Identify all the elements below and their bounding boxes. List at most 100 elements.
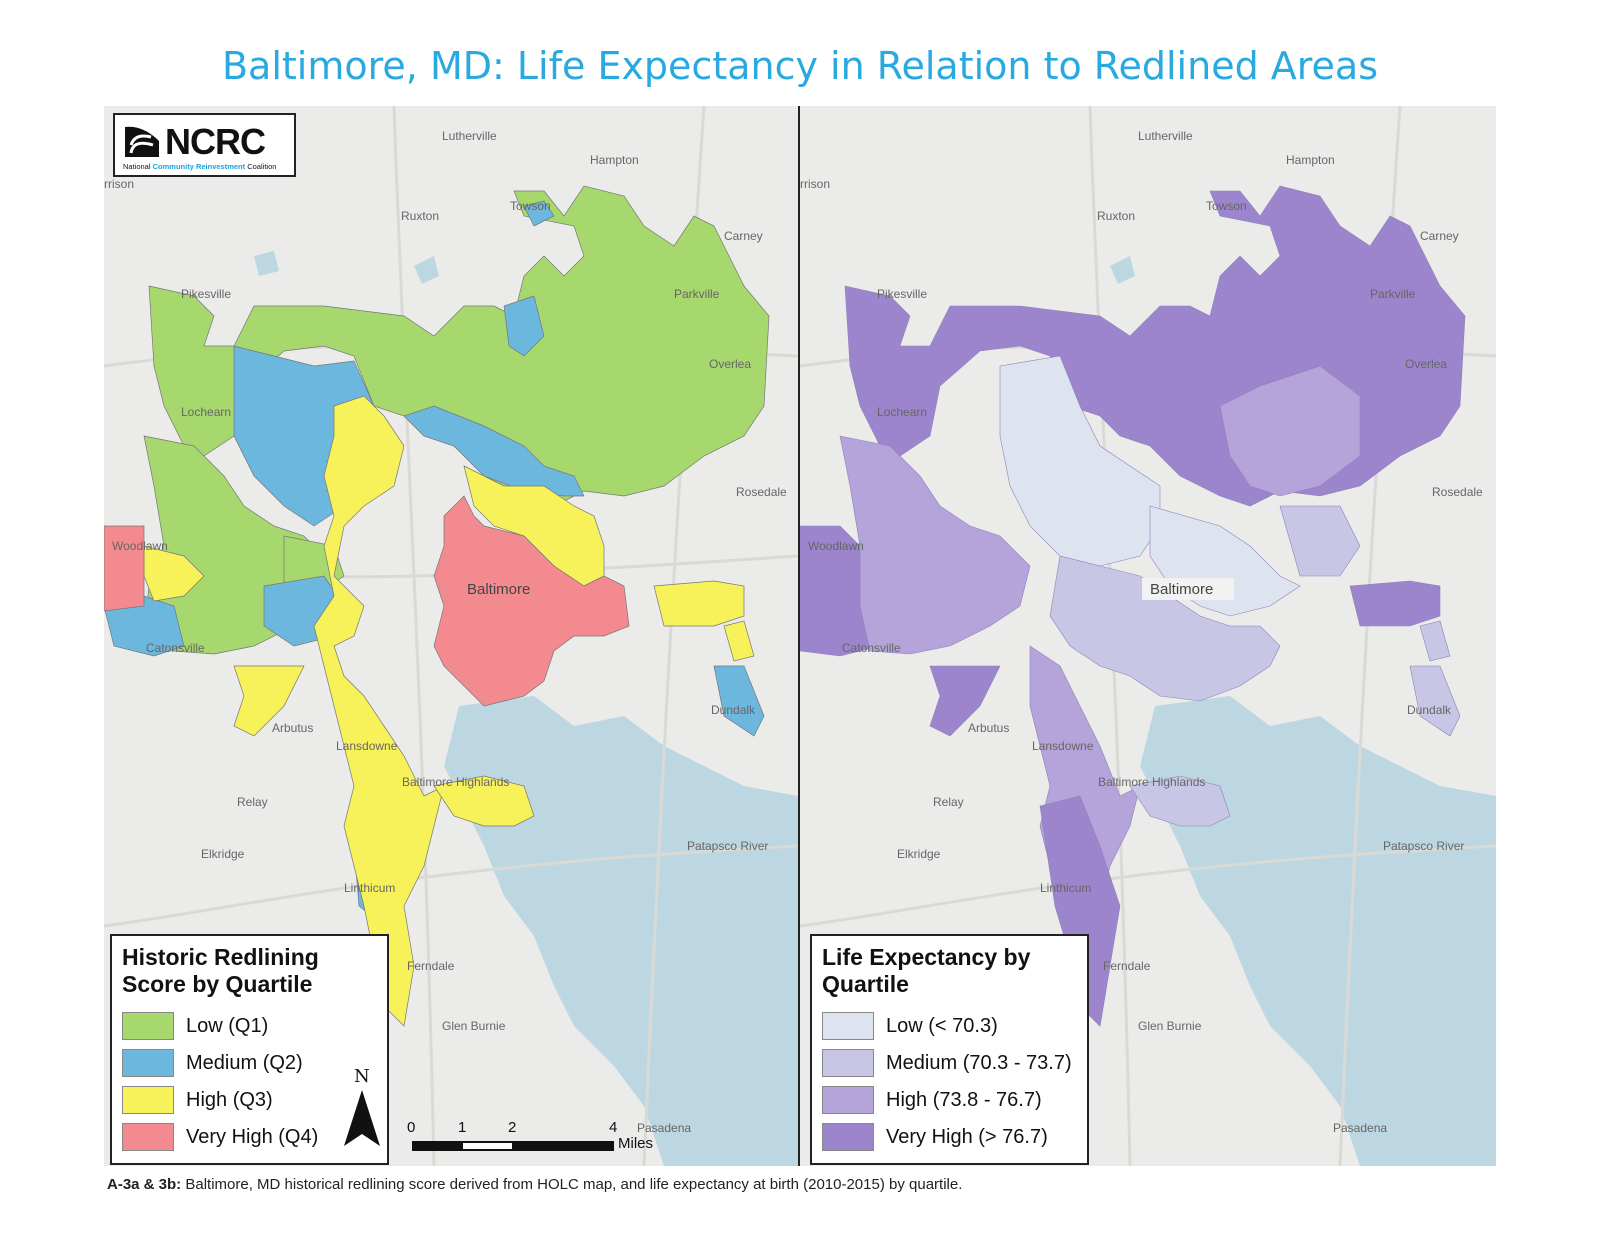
place-label: Ferndale: [1103, 959, 1151, 973]
place-label: Lansdowne: [336, 739, 398, 753]
region-medium: [1409, 665, 1461, 737]
water-reservoir: [254, 251, 279, 276]
legend-item-very-high: Very High (Q4): [122, 1123, 318, 1151]
region-very-high: [104, 525, 145, 612]
legend-label: Very High (> 76.7): [886, 1125, 1048, 1148]
place-label: Linthicum: [344, 881, 395, 895]
legend-label: High (Q3): [186, 1088, 273, 1111]
place-label: Arbutus: [968, 721, 1009, 735]
life-expectancy-legend: Life Expectancy by Quartile Low (< 70.3) …: [810, 934, 1089, 1165]
place-label: Carney: [724, 229, 763, 243]
scale-tick: 4: [609, 1119, 618, 1136]
place-label: Pikesville: [181, 287, 231, 301]
region-medium: [1129, 775, 1231, 827]
legend-label: Low (< 70.3): [886, 1014, 998, 1037]
label-halo: [1142, 578, 1234, 600]
place-label: Elkridge: [897, 847, 941, 861]
place-label: Baltimore Highlands: [1098, 775, 1205, 789]
legend-item-low: Low (< 70.3): [822, 1012, 998, 1040]
water-reservoir: [414, 256, 439, 284]
place-label: Pasadena: [637, 1121, 691, 1135]
place-label: Woodlawn: [808, 539, 864, 553]
place-label: Carney: [1420, 229, 1459, 243]
place-label: Elkridge: [201, 847, 245, 861]
region-very-high: [1039, 795, 1121, 1027]
place-label: Pikesville: [877, 287, 927, 301]
legend-item-medium: Medium (70.3 - 73.7): [822, 1049, 1072, 1077]
place-label: Ferndale: [407, 959, 455, 973]
legend-item-very-high: Very High (> 76.7): [822, 1123, 1048, 1151]
region-medium: [1419, 620, 1451, 662]
water-inlet: [1420, 866, 1496, 966]
life-expectancy-regions: [800, 185, 1466, 1027]
legend-swatch: [122, 1049, 174, 1077]
redlining-regions: [104, 185, 770, 1027]
place-label: rrison: [104, 177, 134, 191]
place-label: Dundalk: [1407, 703, 1452, 717]
place-label: Lutherville: [442, 129, 497, 143]
region-high: [653, 580, 745, 627]
region-high: [233, 665, 305, 737]
page-title: Baltimore, MD: Life Expectancy in Relati…: [221, 44, 1379, 88]
scale-unit: Miles: [618, 1135, 654, 1152]
place-label: Parkville: [1370, 287, 1416, 301]
region-high: [313, 395, 445, 1027]
place-label: Relay: [933, 795, 964, 809]
region-medium: [1279, 505, 1361, 577]
legend-label: Medium (Q2): [186, 1051, 303, 1074]
region-very-high: [844, 185, 1466, 507]
place-label: Ruxton: [1097, 209, 1135, 223]
place-label: Hampton: [1286, 153, 1335, 167]
legend-label: High (73.8 - 76.7): [886, 1088, 1042, 1111]
legend-item-high: High (73.8 - 76.7): [822, 1086, 1042, 1114]
redlining-map-canvas: Lutherville Hampton rrison Ruxton Towson…: [104, 106, 798, 1166]
place-label: Woodlawn: [112, 539, 168, 553]
place-label: Patapsco River: [1383, 839, 1464, 853]
legend-item-low: Low (Q1): [122, 1012, 268, 1040]
legend-label: Medium (70.3 - 73.7): [886, 1051, 1072, 1074]
legend-swatch: [122, 1123, 174, 1151]
place-label: Patapsco River: [687, 839, 768, 853]
north-label: N: [354, 1066, 370, 1087]
place-label: Arbutus: [272, 721, 313, 735]
place-label: Hampton: [590, 153, 639, 167]
ncrc-logo-name: NCRC: [165, 121, 266, 162]
place-label: Lutherville: [1138, 129, 1193, 143]
place-label: Baltimore: [467, 581, 530, 598]
legend-swatch: [822, 1049, 874, 1077]
ncrc-logo-icon: [125, 126, 159, 157]
legend-item-medium: Medium (Q2): [122, 1049, 303, 1077]
place-label: Pasadena: [1333, 1121, 1387, 1135]
place-label: Lochearn: [181, 405, 231, 419]
place-label: Parkville: [674, 287, 720, 301]
place-label: Lansdowne: [1032, 739, 1094, 753]
place-label: Lochearn: [877, 405, 927, 419]
place-label: Overlea: [709, 357, 751, 371]
legend-swatch: [122, 1012, 174, 1040]
place-label: Glen Burnie: [1138, 1019, 1202, 1033]
place-label: Relay: [237, 795, 268, 809]
legend-swatch: [822, 1012, 874, 1040]
ncrc-logo: NCRC National Community Reinvestment Coa…: [113, 113, 296, 177]
scale-tick: 2: [508, 1119, 517, 1136]
region-medium: [403, 405, 585, 497]
legend-swatch: [822, 1086, 874, 1114]
region-low: [148, 185, 770, 507]
region-very-high: [433, 495, 630, 707]
redlining-legend-title: Historic Redlining Score by Quartile: [122, 944, 319, 997]
region-high: [723, 620, 755, 662]
ncrc-logo-tagline: National Community Reinvestment Coalitio…: [123, 162, 277, 171]
region-medium: [523, 200, 555, 227]
place-label: Towson: [510, 199, 551, 213]
life-expectancy-legend-title: Life Expectancy by Quartile: [822, 944, 1031, 997]
life-expectancy-map-canvas: Lutherville Hampton rrison Ruxton Towson…: [800, 106, 1496, 1166]
region-high: [433, 775, 535, 827]
place-label: Dundalk: [711, 703, 756, 717]
place-label: Rosedale: [736, 485, 787, 499]
region-very-high: [929, 665, 1001, 737]
legend-swatch: [822, 1123, 874, 1151]
place-label: rrison: [800, 177, 830, 191]
legend-label: Very High (Q4): [186, 1125, 319, 1148]
region-high: [1219, 365, 1361, 497]
region-high: [839, 435, 1031, 655]
